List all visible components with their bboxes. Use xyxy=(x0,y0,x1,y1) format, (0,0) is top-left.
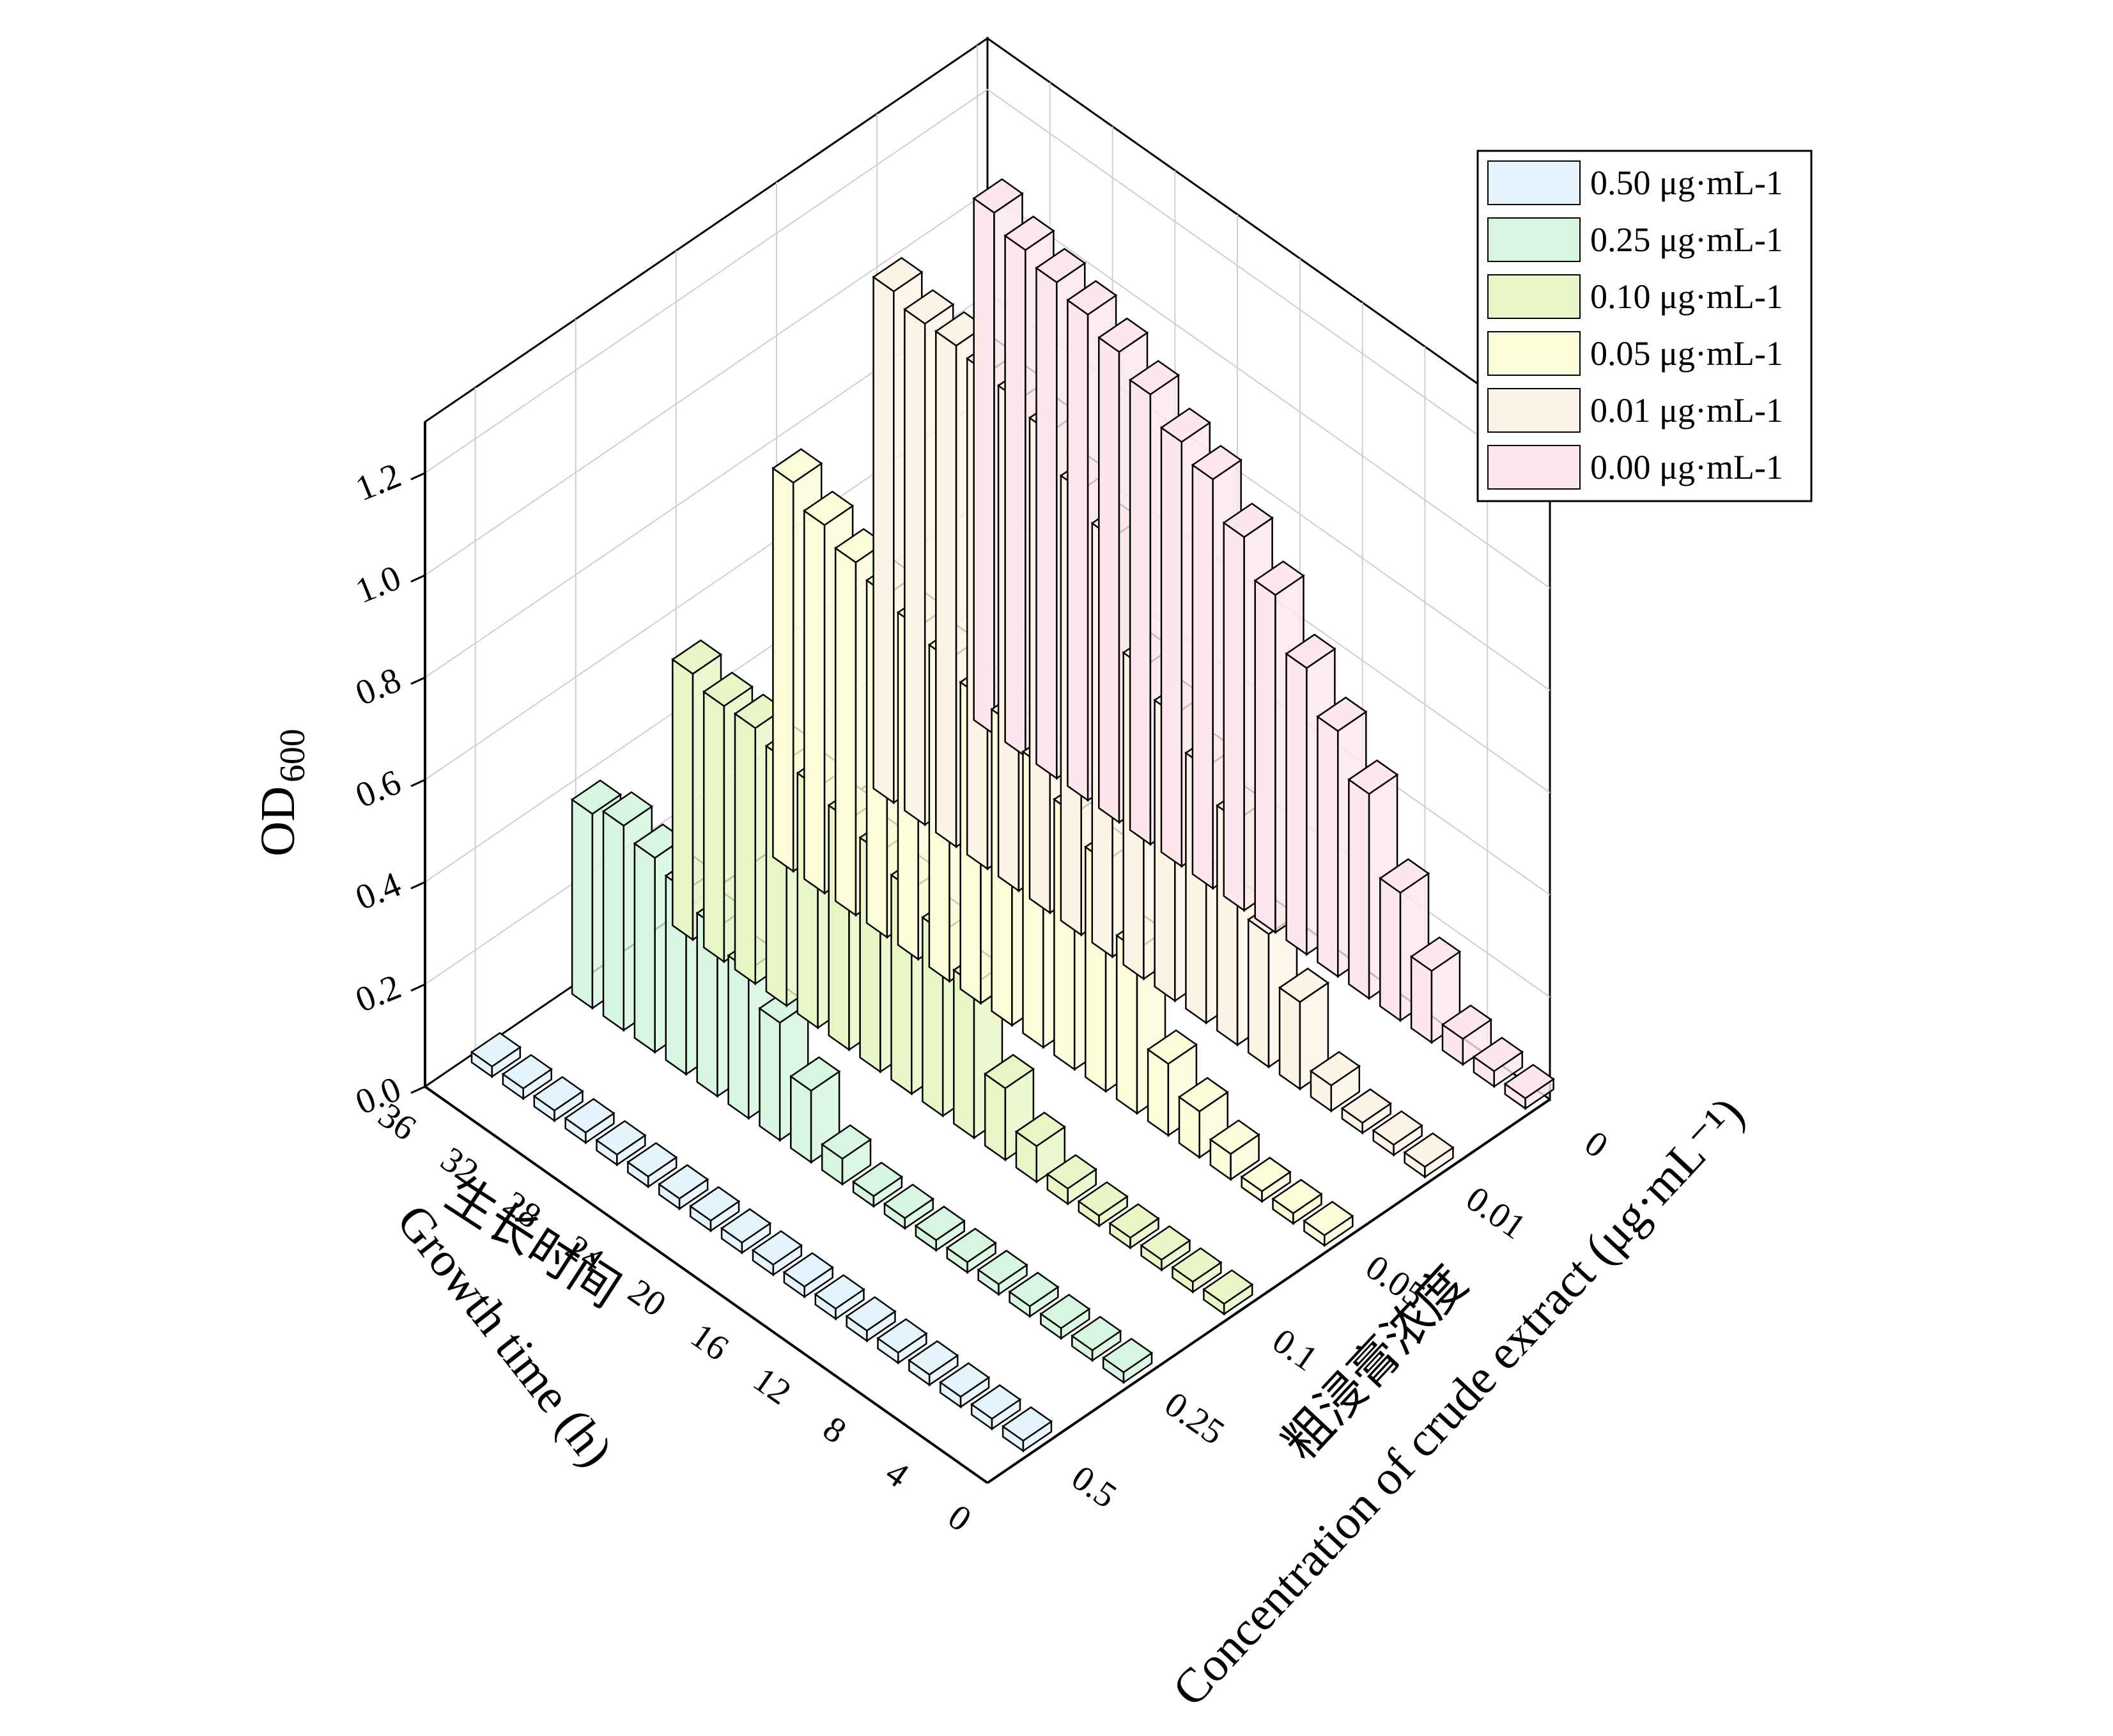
x-axis-line xyxy=(424,1085,989,1484)
x-tick-label: 20 xyxy=(621,1271,673,1324)
bar xyxy=(1240,1156,1292,1204)
x-tick-label: 12 xyxy=(746,1360,798,1413)
bar xyxy=(751,1230,803,1276)
svg-text:OD600: OD600 xyxy=(251,729,313,856)
bar xyxy=(1271,1179,1323,1225)
x-tick-label: 4 xyxy=(878,1453,915,1496)
bar xyxy=(984,1053,1035,1162)
bar xyxy=(851,1161,904,1208)
bar xyxy=(908,1340,959,1387)
legend-label: 0.10 μg·mL-1 xyxy=(1590,277,1783,316)
bar xyxy=(532,1076,584,1122)
y-tick-label: 0 xyxy=(1577,1123,1614,1166)
y-axis-line xyxy=(986,1098,1551,1484)
bar xyxy=(939,1362,991,1409)
bar xyxy=(821,1124,872,1186)
legend-label: 0.25 μg·mL-1 xyxy=(1590,221,1783,259)
bar xyxy=(782,1252,834,1299)
bar xyxy=(1077,1181,1129,1228)
bar xyxy=(1303,1200,1354,1248)
bar xyxy=(1046,1154,1097,1205)
bar xyxy=(758,988,810,1142)
z-axis-label: OD xyxy=(251,786,305,856)
legend-label: 0.05 μg·mL-1 xyxy=(1590,334,1783,373)
bar xyxy=(1014,1112,1066,1184)
legend-swatch xyxy=(1487,388,1581,433)
bar xyxy=(1171,1247,1223,1294)
z-axis-title: OD600 xyxy=(251,729,313,856)
bar xyxy=(1372,1110,1423,1157)
z-tick-label: 0.8 xyxy=(350,660,406,714)
bar xyxy=(1441,1004,1492,1066)
x-tick-label: 0 xyxy=(941,1497,978,1540)
bar xyxy=(1409,936,1462,1044)
z-tick-label: 1.0 xyxy=(350,558,406,612)
bar xyxy=(1102,1337,1154,1384)
bar xyxy=(501,1053,553,1101)
bar xyxy=(1309,1051,1361,1113)
bar xyxy=(914,1205,966,1252)
bar xyxy=(977,1250,1028,1296)
z-tick-label: 0.6 xyxy=(350,763,406,816)
x-tick-label: 8 xyxy=(816,1409,853,1452)
bar xyxy=(1209,1119,1260,1181)
bar xyxy=(1472,1036,1524,1089)
z-tick-label: 0.2 xyxy=(350,967,406,1021)
z-tick-label: 1.2 xyxy=(350,456,406,509)
bar xyxy=(470,1032,522,1078)
bar xyxy=(626,1142,678,1189)
legend-label: 0.50 μg·mL-1 xyxy=(1590,164,1783,202)
y-tick-label: 0.01 xyxy=(1459,1179,1533,1247)
bar xyxy=(1340,1088,1392,1135)
x-tick-label: 16 xyxy=(683,1315,735,1368)
bar xyxy=(1503,1064,1555,1110)
bar xyxy=(1108,1203,1160,1250)
legend-label: 0.01 μg·mL-1 xyxy=(1590,391,1783,430)
bar xyxy=(1202,1269,1254,1316)
bar xyxy=(1008,1271,1060,1319)
legend-swatch xyxy=(1487,160,1581,205)
bar xyxy=(1140,1225,1191,1272)
y-tick-label: 0.5 xyxy=(1064,1458,1124,1516)
legend-label: 0.00 μg·mL-1 xyxy=(1590,448,1783,486)
bar xyxy=(814,1274,865,1321)
bar xyxy=(1071,1315,1122,1362)
bars-layer xyxy=(470,178,1555,1453)
y-tick-label: 0.25 xyxy=(1157,1384,1232,1453)
bar xyxy=(883,1183,934,1230)
bar xyxy=(689,1186,741,1233)
bar xyxy=(845,1296,897,1343)
legend-swatch xyxy=(1487,274,1581,319)
legend: 0.50 μg·mL-1 0.25 μg·mL-1 0.10 μg·mL-1 0.05… xyxy=(1476,150,1813,502)
bar xyxy=(1403,1132,1455,1179)
z-tick-label: 0.4 xyxy=(350,865,406,918)
bar xyxy=(1278,967,1330,1091)
bar xyxy=(658,1164,709,1211)
bar xyxy=(945,1227,997,1275)
bar xyxy=(595,1120,647,1166)
bar xyxy=(1039,1294,1091,1340)
bar xyxy=(1001,1406,1053,1453)
z-axis-label-sub: 600 xyxy=(273,729,313,782)
bar xyxy=(876,1318,928,1365)
legend-swatch xyxy=(1487,445,1581,490)
legend-swatch xyxy=(1487,217,1581,262)
bar xyxy=(720,1208,772,1255)
y-tick-label: 0.1 xyxy=(1265,1321,1325,1379)
bar xyxy=(970,1384,1022,1431)
legend-swatch xyxy=(1487,331,1581,376)
legend-box xyxy=(1476,150,1813,502)
bar xyxy=(564,1097,615,1145)
